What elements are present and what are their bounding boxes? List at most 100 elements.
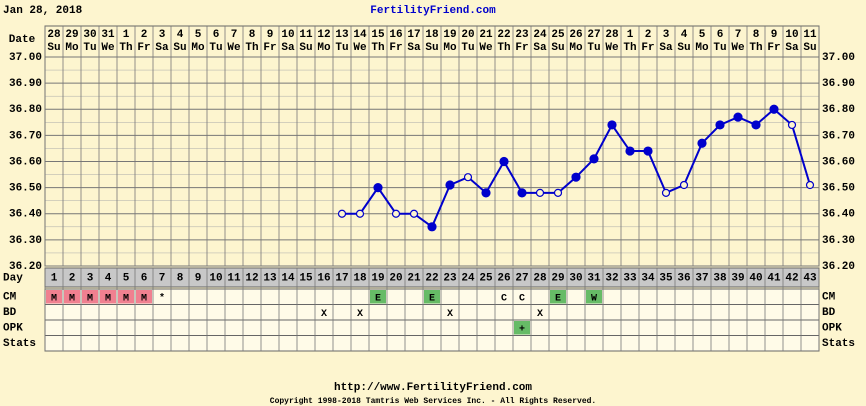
date-label: 18 [425,29,439,41]
row-cell [514,321,530,335]
day-number: 38 [713,272,727,284]
date-label: 6 [213,29,220,41]
date-label: 15 [371,29,385,41]
temp-point [535,188,545,197]
weekday-label: Th [245,42,258,54]
date-label: 26 [569,29,582,41]
date-label: 27 [587,29,600,41]
row-label-right: Stats [822,338,855,350]
temp-point [445,180,455,190]
day-number: 33 [623,272,637,284]
day-number: 30 [569,272,582,284]
day-number: 29 [551,272,564,284]
row-cell [64,290,80,304]
date-label: 11 [803,29,817,41]
row-label-right: BD [822,307,836,319]
date-label: 22 [497,29,510,41]
row-entry: E [555,293,561,304]
weekday-label: Fr [137,42,150,54]
date-label: 5 [699,29,706,41]
row-cell [82,290,98,304]
date-label: 23 [515,29,529,41]
day-number: 21 [407,272,421,284]
weekday-label: We [353,42,367,54]
row-entry: X [537,309,543,320]
weekday-label: Fr [767,42,780,54]
y-tick-label: 36.50 [9,183,42,195]
day-number: 4 [105,272,112,284]
day-number: 1 [51,272,58,284]
y-tick-label-right: 36.20 [822,261,855,273]
date-label: 12 [317,29,330,41]
day-number: 18 [353,272,367,284]
y-tick-label-right: 36.60 [822,156,855,168]
date-label: 2 [645,29,652,41]
row-cell [550,290,566,304]
weekday-label: We [101,42,115,54]
day-number: 3 [87,272,94,284]
weekday-label: Tu [461,42,474,54]
temp-point [427,222,437,232]
day-number: 34 [641,272,655,284]
date-label: 29 [65,29,78,41]
day-number: 17 [335,272,348,284]
weekday-label: Fr [263,42,276,54]
weekday-label: Su [173,42,186,54]
weekday-label: Mo [569,42,583,54]
date-label: 7 [231,29,238,41]
header-area [44,25,820,58]
day-number: 27 [515,272,528,284]
weekday-label: Th [497,42,510,54]
day-number: 31 [587,272,601,284]
date-label: 6 [717,29,724,41]
temp-point [337,209,347,218]
row-cell [424,290,440,304]
temp-point [553,188,563,197]
weekday-label: Th [623,42,636,54]
weekday-label: Th [119,42,132,54]
day-number: 40 [749,272,762,284]
day-number: 13 [263,272,277,284]
y-tick-label: 36.90 [9,78,42,90]
day-number: 23 [443,272,457,284]
y-tick-label: 36.60 [9,156,42,168]
row-bg [44,319,820,336]
row-entry: W [591,293,597,304]
row-entry: E [429,293,435,304]
weekday-label: Sa [155,42,169,54]
day-number: 22 [425,272,438,284]
date-label: 8 [249,29,256,41]
day-number: 32 [605,272,618,284]
y-tick-label: 36.80 [9,104,42,116]
row-label-right: CM [822,292,836,304]
temp-point [715,120,725,130]
date-label: 1 [123,29,130,41]
day-number: 36 [677,272,690,284]
row-label: Stats [3,338,36,350]
temp-point [805,180,815,190]
weekday-label: We [479,42,493,54]
weekday-label: Tu [209,42,222,54]
weekday-label: Sa [659,42,673,54]
temp-point [463,173,473,182]
day-number: 7 [159,272,166,284]
weekday-label: Fr [641,42,654,54]
temp-point [751,120,761,130]
row-entry: * [159,292,165,304]
temp-point [517,188,527,198]
day-number: 5 [123,272,130,284]
date-label: 3 [159,29,166,41]
temp-point [391,209,401,218]
date-label: 8 [753,29,760,41]
weekday-label: Mo [191,42,205,54]
temp-point [499,156,509,167]
temp-point [409,209,419,218]
temp-point [679,180,689,190]
day-number: 8 [177,272,184,284]
weekday-label: Fr [389,42,402,54]
y-tick-label-right: 36.30 [822,235,855,247]
weekday-label: Tu [335,42,348,54]
row-cell [46,290,62,304]
day-number: 43 [803,272,817,284]
